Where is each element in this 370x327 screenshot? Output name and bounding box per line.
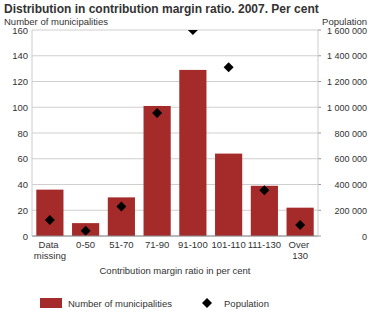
plot-marks <box>36 30 313 236</box>
x-tick-label-line: 91-100 <box>178 239 208 250</box>
y-tick-label: 60 <box>17 153 28 164</box>
x-axis-title: Contribution margin ratio in per cent <box>99 265 250 276</box>
y-tick-label: 20 <box>17 205 28 216</box>
bar <box>215 154 242 236</box>
diamond-marker <box>116 201 126 211</box>
diamond-marker <box>152 108 162 118</box>
y2-tick-label: 1 200 000 <box>327 77 367 87</box>
bar <box>144 106 171 236</box>
legend-label: Number of municipalities <box>68 298 172 309</box>
x-tick-label: 111-130 <box>248 239 281 250</box>
y-tick-label: 160 <box>12 25 28 36</box>
y2-tick-label: 1 000 000 <box>327 103 367 113</box>
x-tick-label-line: 111-130 <box>248 239 281 250</box>
y2-tick-label: 1 400 000 <box>327 51 367 61</box>
x-tick-label-line: 71-90 <box>145 239 169 250</box>
grid-line <box>32 133 318 134</box>
y2-tick-label: 800 000 <box>334 129 367 139</box>
x-tick-label-line: Data <box>39 239 62 250</box>
x-tick-label: 0-50 <box>76 239 95 250</box>
grid-line <box>32 107 318 108</box>
grid-line <box>32 81 318 82</box>
diamond-marker <box>45 215 55 225</box>
y-tick-label: 120 <box>12 76 28 87</box>
x-tick-label-line: 101-110 <box>212 239 246 250</box>
x-tick-label: 91-100 <box>178 239 208 250</box>
y2-tick-label: 400 000 <box>334 180 367 190</box>
x-tick-label: Over 130 <box>289 239 312 261</box>
grid-line <box>32 55 318 56</box>
x-tick-label: Data missing <box>34 239 66 261</box>
legend-swatch <box>40 298 62 308</box>
bar <box>108 197 135 236</box>
x-tick-label-line: 51-70 <box>109 239 133 250</box>
diamond-marker <box>188 30 198 35</box>
diamond-marker <box>259 185 269 195</box>
x-axis-line <box>32 236 318 237</box>
diamond-marker <box>224 62 234 72</box>
x-tick-label-line: 130 <box>292 250 308 261</box>
y2-tick-label: 0 <box>362 232 367 242</box>
bar <box>36 190 63 236</box>
y-tick-label: 80 <box>17 128 28 139</box>
y-tick-label: 140 <box>12 50 28 61</box>
diamond-marker <box>295 220 305 230</box>
y-tick-label: 0 <box>23 231 28 242</box>
x-tick-label-line: missing <box>34 250 66 261</box>
y2-tick-label: 600 000 <box>334 154 367 164</box>
title: Distribution in contribution margin rati… <box>4 2 319 16</box>
chart: Distribution in contribution margin rati… <box>0 0 370 327</box>
x-tick-label-line: 0-50 <box>76 239 95 250</box>
bar <box>179 70 206 236</box>
bar <box>72 223 99 236</box>
y2-tick-label: 1 600 000 <box>327 26 367 36</box>
x-tick-label: 51-70 <box>109 239 133 250</box>
y-axis-line <box>32 30 33 236</box>
y2-tick-label: 200 000 <box>334 206 367 216</box>
bar <box>251 186 278 236</box>
y2-axis-line <box>318 30 319 236</box>
grid-line <box>32 236 318 237</box>
legend-label: Population <box>224 298 269 309</box>
legend-swatch <box>202 298 212 308</box>
x-tick-label: 71-90 <box>145 239 169 250</box>
y-tick-label: 100 <box>12 102 28 113</box>
y-tick-label: 40 <box>17 179 28 190</box>
grid-line <box>32 158 318 159</box>
x-tick-label: 101-110 <box>212 239 246 250</box>
grid-line <box>32 30 318 31</box>
grid-line <box>32 184 318 185</box>
diamond-marker <box>81 226 91 236</box>
bar <box>287 208 314 236</box>
x-tick-label-line: Over <box>289 239 312 250</box>
